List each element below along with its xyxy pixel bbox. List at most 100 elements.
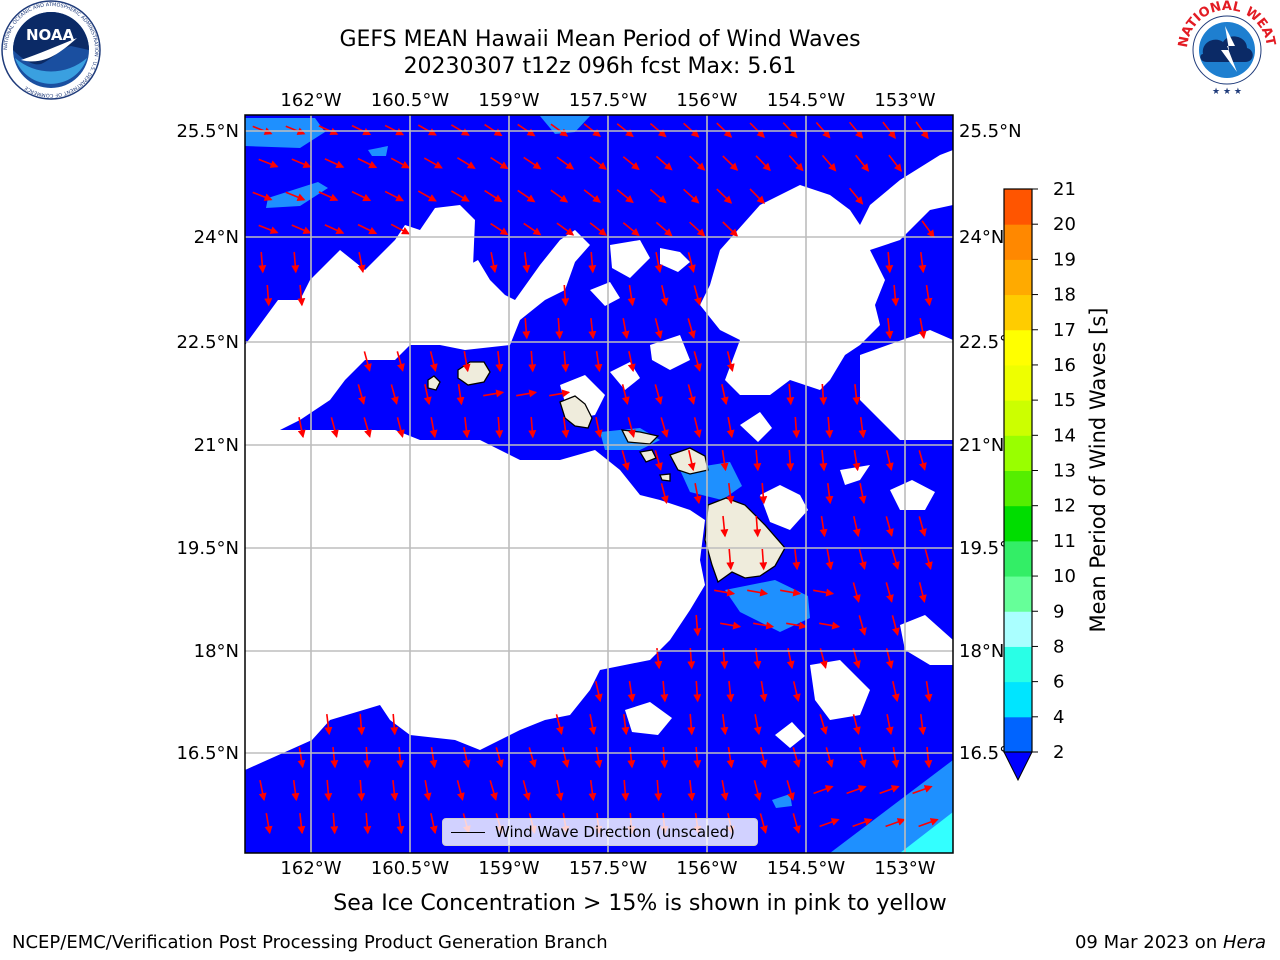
lat-label-right: 24°N (959, 227, 1004, 248)
patch-south-bigisland (725, 580, 810, 632)
wind-wave-arrow (720, 780, 729, 802)
colorbar-tick-label: 8 (1053, 636, 1064, 657)
wind-wave-arrow (716, 188, 733, 204)
wind-wave-arrow (264, 812, 273, 835)
wind-wave-arrow (489, 252, 498, 274)
wind-wave-arrow (285, 125, 306, 135)
colorbar: 2 4 6 8 9 10 11 12 13 14 15 16 17 18 19 20 21 Mean Perio… (1003, 179, 1110, 782)
wind-wave-arrow (879, 785, 900, 795)
wind-wave-arrow (891, 549, 900, 570)
wind-wave-arrow (556, 222, 575, 236)
wind-wave-arrow (627, 746, 636, 769)
wind-wave-arrow (720, 384, 729, 406)
wind-wave-arrow (825, 483, 834, 505)
svg-text:★ ★ ★: ★ ★ ★ (1212, 87, 1242, 97)
colorbar-tick-label: 16 (1053, 355, 1076, 376)
wind-wave-arrow (755, 155, 771, 172)
lat-label-right: 18°N (959, 641, 1004, 662)
wind-wave-arrow (726, 548, 735, 571)
wind-wave-arrow (815, 121, 831, 139)
wind-wave-arrow (390, 780, 399, 802)
wind-wave-arrow (291, 779, 300, 802)
lon-labels-top: 162°W 160.5°W 159°W 157.5°W 156°W 154.5°… (280, 90, 935, 111)
wind-wave-arrow (483, 389, 505, 398)
wind-wave-arrow (848, 121, 864, 139)
lon-label-top: 162°W (280, 90, 341, 111)
wind-wave-arrow (924, 746, 933, 769)
wind-wave-arrow (649, 122, 667, 138)
wind-wave-arrow (858, 549, 867, 570)
colorbar-swatches (1004, 189, 1032, 753)
wind-wave-arrow (555, 714, 564, 735)
wind-wave-arrow (858, 747, 867, 768)
lon-labels-bottom: 162°W 160.5°W 159°W 157.5°W 156°W 154.5°… (280, 858, 935, 879)
island-kahoolawe (659, 473, 671, 482)
wind-wave-arrow (285, 191, 306, 201)
wind-wave-arrow (921, 220, 935, 239)
wind-wave-arrow (594, 746, 603, 769)
wind-wave-arrow (490, 222, 509, 236)
wind-wave-arrow (821, 154, 837, 172)
lon-label-bottom: 157.5°W (569, 858, 648, 879)
wind-wave-arrow (819, 383, 828, 406)
wind-wave-arrow (924, 549, 933, 570)
wind-wave-arrow (396, 746, 405, 769)
wind-wave-arrow (528, 350, 537, 373)
wind-wave-arrow (351, 124, 372, 136)
lon-label-bottom: 156°W (676, 858, 737, 879)
wind-wave-arrow (687, 384, 696, 405)
wind-wave-arrow (484, 189, 503, 203)
hawaiian-islands (427, 361, 786, 584)
colorbar-swatch (1004, 400, 1032, 436)
wind-wave-arrow (792, 416, 801, 439)
wind-wave-arrow (693, 483, 702, 505)
wind-wave-arrow (720, 449, 729, 472)
lat-label-left: 16.5°N (176, 743, 239, 764)
wind-wave-arrow (848, 187, 864, 205)
wind-wave-arrow (654, 384, 663, 405)
wind-wave-arrow (660, 483, 669, 504)
colorbar-swatch (1004, 364, 1032, 401)
nws-logo: NATIONAL WEATHER SERVICE ★ ★ ★ (1176, 0, 1278, 98)
lat-labels-left: 25.5°N 24°N 22.5°N 21°N 19.5°N 18°N 16.5… (176, 121, 239, 764)
wind-wave-arrow (885, 450, 894, 471)
wind-wave-arrow (384, 124, 405, 136)
wind-wave-arrow (621, 450, 630, 471)
colorbar-tick-label: 2 (1053, 742, 1064, 763)
lon-label-bottom: 154.5°W (767, 858, 846, 879)
wind-wave-arrow (390, 713, 399, 736)
wind-wave-arrow (594, 417, 603, 439)
wind-wave-arrow (714, 588, 736, 597)
wind-wave-arrow (693, 351, 702, 372)
noaa-logo: NOAA NATIONAL OCEANIC AND ATMOSPHERIC AD… (1, 0, 101, 100)
wind-wave-arrow (622, 156, 640, 171)
wind-wave-arrow (693, 417, 702, 438)
patch-southeast-cyan (900, 812, 953, 853)
wind-wave-arrow (417, 190, 437, 202)
wind-wave-arrow (561, 747, 570, 768)
wind-wave-arrow (516, 389, 538, 398)
lon-label-bottom: 160.5°W (371, 858, 450, 879)
wind-wave-arrow (726, 483, 735, 505)
wind-wave-arrow (726, 351, 735, 372)
wind-wave-arrow (885, 516, 894, 537)
wind-wave-arrow (258, 158, 279, 168)
colorbar-swatch (1004, 646, 1032, 683)
colorbar-tick-label: 10 (1053, 566, 1076, 587)
wind-wave-arrow (693, 285, 702, 306)
wind-wave-arrow (588, 714, 597, 736)
wind-wave-arrow (915, 121, 929, 140)
wind-wave-arrow (759, 482, 768, 505)
wind-wave-arrow (450, 124, 470, 136)
wind-wave-arrow (687, 450, 696, 472)
patch-southeast (830, 760, 953, 853)
wind-wave-arrow (689, 221, 706, 237)
wind-wave-arrow (522, 317, 531, 340)
wind-wave-arrow (357, 157, 378, 169)
wind-wave-arrow (918, 582, 927, 603)
wind-wave-arrow (852, 582, 861, 603)
wind-wave-arrow (297, 417, 306, 439)
wind-wave-arrow (297, 284, 306, 307)
wind-wave-arrow (687, 318, 696, 339)
wind-wave-arrow (456, 780, 465, 801)
